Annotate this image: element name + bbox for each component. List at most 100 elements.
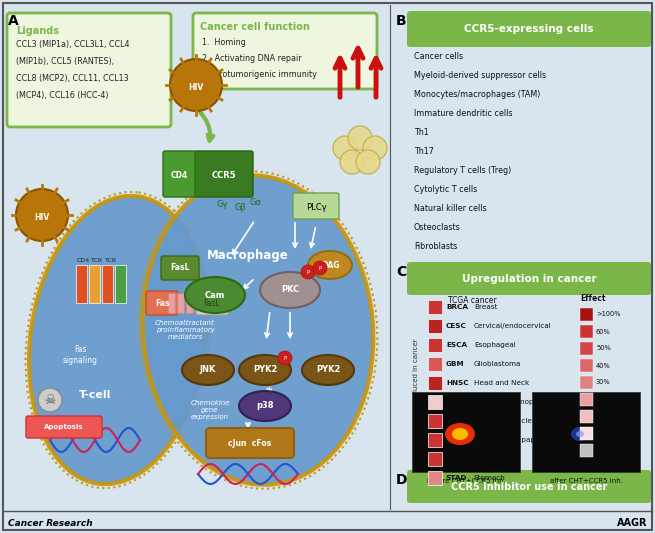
FancyBboxPatch shape (7, 13, 171, 127)
Text: cJun  cFos: cJun cFos (229, 439, 272, 448)
Ellipse shape (452, 428, 468, 440)
Bar (168, 293, 175, 313)
Text: C: C (396, 265, 406, 279)
Text: Gα: Gα (250, 198, 262, 207)
FancyBboxPatch shape (293, 193, 339, 219)
FancyBboxPatch shape (407, 470, 651, 503)
Text: KICH: KICH (446, 399, 466, 405)
Ellipse shape (239, 391, 291, 421)
Text: 40%: 40% (596, 362, 610, 368)
Text: >100%: >100% (596, 311, 620, 318)
Text: 50%: 50% (596, 345, 610, 351)
Text: Monocytes/macrophages (TAM): Monocytes/macrophages (TAM) (414, 90, 540, 99)
Text: Th1: Th1 (414, 128, 429, 137)
FancyBboxPatch shape (580, 376, 593, 389)
Text: P: P (307, 270, 310, 274)
Text: Apoptosis: Apoptosis (44, 424, 84, 430)
FancyBboxPatch shape (412, 392, 520, 472)
Text: Osteoclasts: Osteoclasts (414, 223, 460, 232)
Bar (115, 265, 126, 303)
FancyBboxPatch shape (161, 256, 199, 280)
Text: 30%: 30% (596, 379, 610, 385)
Text: STAD: STAD (446, 475, 468, 481)
Text: Kidney Chromophobe: Kidney Chromophobe (474, 399, 552, 405)
FancyBboxPatch shape (26, 416, 102, 438)
Ellipse shape (239, 355, 291, 385)
Text: Fas
signaling: Fas signaling (62, 345, 98, 365)
Circle shape (38, 388, 62, 412)
Text: 20%: 20% (596, 397, 610, 402)
Text: 5%: 5% (596, 431, 607, 437)
FancyBboxPatch shape (194, 151, 253, 197)
Text: Macrophage: Macrophage (207, 248, 289, 262)
Text: Kidney renal papillary cell: Kidney renal papillary cell (474, 437, 567, 443)
Text: Induced in cancer: Induced in cancer (413, 339, 419, 401)
Ellipse shape (29, 196, 207, 484)
FancyBboxPatch shape (428, 300, 442, 314)
FancyBboxPatch shape (428, 433, 442, 447)
Text: BRCA: BRCA (446, 304, 468, 310)
Text: before CHT+CCR5 inh.: before CHT+CCR5 inh. (426, 478, 506, 484)
Text: CCR5 Inhibitor use in cancer: CCR5 Inhibitor use in cancer (451, 482, 607, 492)
Text: P: P (318, 265, 322, 271)
Text: PYK2: PYK2 (253, 366, 277, 375)
Text: CCL3 (MIP1a), CCL3L1, CCL4: CCL3 (MIP1a), CCL3L1, CCL4 (16, 40, 130, 49)
Circle shape (278, 351, 292, 365)
Text: CCR5-expressing cells: CCR5-expressing cells (464, 24, 593, 34)
Circle shape (340, 150, 364, 174)
Bar (177, 293, 184, 313)
Text: PLCγ: PLCγ (306, 203, 326, 212)
Bar (76, 265, 87, 303)
Text: Esophageal: Esophageal (474, 342, 515, 348)
Bar (186, 293, 193, 313)
Text: ☠: ☠ (45, 393, 56, 407)
Circle shape (16, 189, 68, 241)
FancyBboxPatch shape (428, 414, 442, 428)
Circle shape (356, 150, 380, 174)
Text: TCR: TCR (105, 258, 117, 263)
FancyBboxPatch shape (428, 376, 442, 390)
Text: (MCP4), CCL16 (HCC-4): (MCP4), CCL16 (HCC-4) (16, 91, 109, 100)
Text: Glioblastoma: Glioblastoma (474, 361, 521, 367)
FancyBboxPatch shape (532, 392, 640, 472)
Text: Natural killer cells: Natural killer cells (414, 204, 487, 213)
FancyBboxPatch shape (428, 452, 442, 466)
Ellipse shape (182, 355, 234, 385)
Text: Breast: Breast (474, 304, 497, 310)
Text: Fibroblasts: Fibroblasts (414, 242, 457, 251)
FancyBboxPatch shape (580, 342, 593, 355)
Ellipse shape (445, 423, 475, 445)
FancyBboxPatch shape (428, 357, 442, 371)
Text: <5%: <5% (596, 448, 612, 454)
Text: Stomach: Stomach (474, 475, 506, 481)
Text: Gβ: Gβ (234, 203, 246, 212)
Text: 10%: 10% (596, 414, 610, 419)
Circle shape (313, 261, 327, 275)
FancyBboxPatch shape (3, 3, 652, 530)
FancyBboxPatch shape (428, 319, 442, 333)
Text: D: D (396, 473, 407, 487)
Text: Chemoattractant
proinflammatory
mediators: Chemoattractant proinflammatory mediator… (155, 320, 215, 340)
FancyBboxPatch shape (580, 359, 593, 372)
Text: TCGA cancer: TCGA cancer (448, 296, 496, 305)
Text: DAG: DAG (321, 261, 339, 270)
Text: CCR5: CCR5 (212, 171, 236, 180)
Text: 3.  Protumorigenic immunity: 3. Protumorigenic immunity (202, 70, 317, 79)
FancyBboxPatch shape (580, 325, 593, 338)
FancyBboxPatch shape (428, 471, 442, 485)
Bar (102, 265, 113, 303)
FancyBboxPatch shape (428, 395, 442, 409)
Text: HIV: HIV (189, 83, 204, 92)
Text: CD4: CD4 (170, 171, 187, 180)
Text: AAGR: AAGR (616, 518, 647, 528)
Ellipse shape (571, 427, 589, 441)
FancyBboxPatch shape (580, 444, 593, 457)
Text: Cervical/endocervical: Cervical/endocervical (474, 323, 552, 329)
Text: Cancer cells: Cancer cells (414, 52, 463, 61)
FancyBboxPatch shape (193, 13, 377, 89)
Text: TCR: TCR (91, 258, 103, 263)
Bar (195, 293, 202, 313)
FancyBboxPatch shape (196, 291, 228, 315)
Text: p38: p38 (256, 401, 274, 410)
Ellipse shape (576, 431, 584, 437)
